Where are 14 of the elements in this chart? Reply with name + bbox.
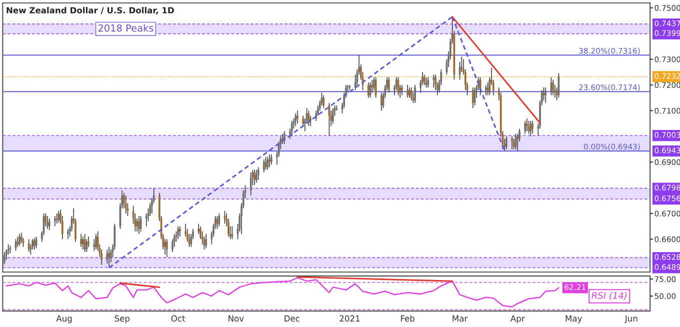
x-tick-label: May [566, 315, 582, 324]
x-tick-label: Mar [452, 315, 468, 322]
x-tick-label: Dec [284, 315, 300, 322]
x-tick-label: Oct [171, 315, 186, 322]
chart-title: New Zealand Dollar / U.S. Dollar, 1D [6, 6, 174, 14]
band-label: 2018 Peaks [98, 24, 154, 32]
x-tick-label: Aug [56, 315, 72, 324]
text: RSI (14) [592, 292, 626, 300]
x-tick-label: Nov [228, 315, 244, 322]
x-tick-label: 2021 [340, 315, 360, 322]
x-tick-label: Feb [400, 315, 414, 322]
x-tick-label: Jun [624, 315, 638, 324]
x-tick-label: Sep [114, 315, 130, 324]
x-tick-label: Apr [510, 315, 525, 324]
